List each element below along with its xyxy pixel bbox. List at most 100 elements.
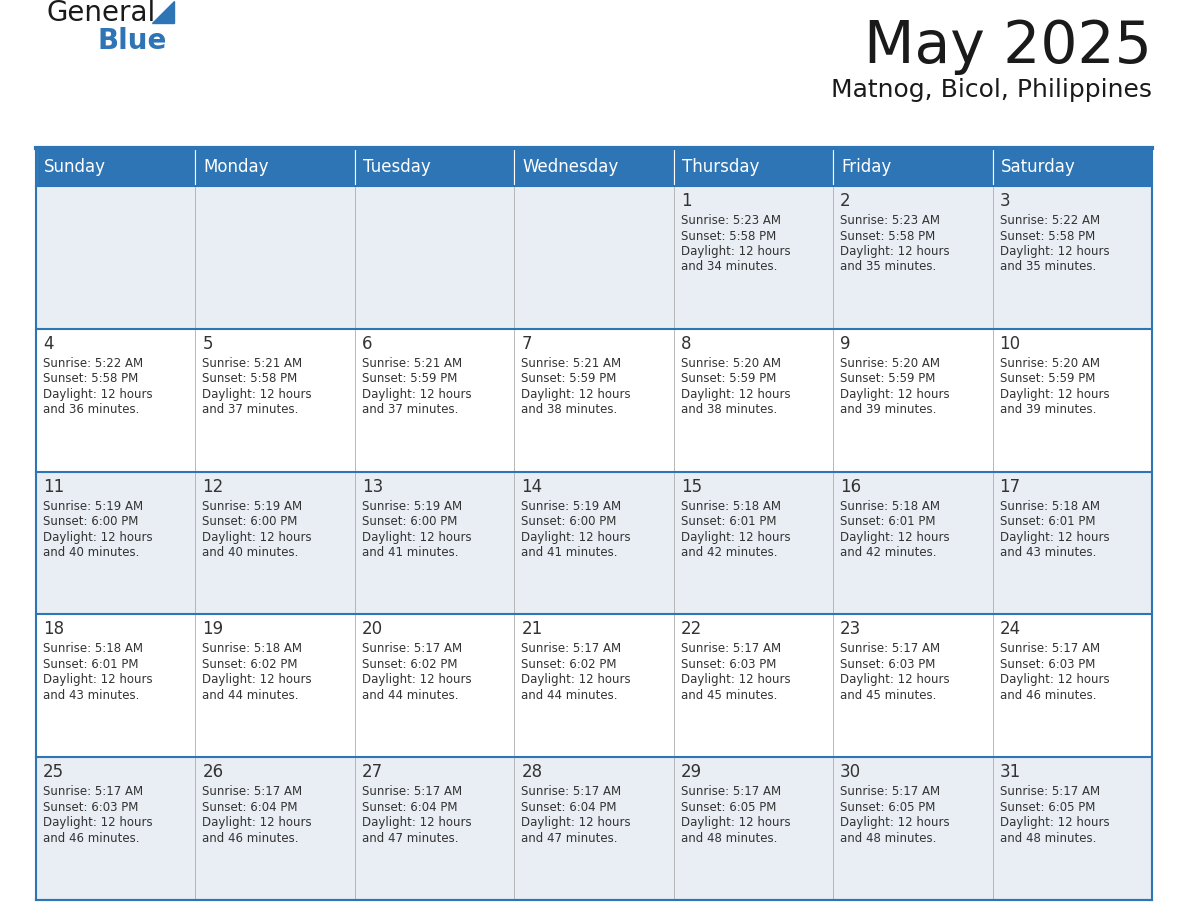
Text: 16: 16	[840, 477, 861, 496]
Text: Daylight: 12 hours: Daylight: 12 hours	[840, 387, 949, 401]
Text: 15: 15	[681, 477, 702, 496]
Text: and 38 minutes.: and 38 minutes.	[522, 403, 618, 416]
Text: Daylight: 12 hours: Daylight: 12 hours	[681, 816, 790, 829]
Text: and 39 minutes.: and 39 minutes.	[840, 403, 936, 416]
Text: 29: 29	[681, 763, 702, 781]
Bar	[674, 329, 833, 472]
Bar	[992, 472, 1152, 614]
Bar	[36, 757, 196, 900]
Text: Daylight: 12 hours: Daylight: 12 hours	[681, 674, 790, 687]
Bar	[674, 757, 833, 900]
Bar	[674, 614, 833, 757]
Text: 3: 3	[999, 192, 1010, 210]
Bar	[514, 757, 674, 900]
Text: 10: 10	[999, 335, 1020, 353]
Text: 13: 13	[362, 477, 383, 496]
Text: 19: 19	[202, 621, 223, 638]
Text: and 46 minutes.: and 46 minutes.	[43, 832, 139, 845]
Text: Sunset: 6:03 PM: Sunset: 6:03 PM	[999, 658, 1095, 671]
Text: Daylight: 12 hours: Daylight: 12 hours	[840, 674, 949, 687]
Text: Sunset: 6:04 PM: Sunset: 6:04 PM	[522, 800, 617, 813]
Text: Sunset: 5:58 PM: Sunset: 5:58 PM	[43, 373, 138, 386]
Bar	[36, 614, 196, 757]
Text: Daylight: 12 hours: Daylight: 12 hours	[202, 387, 312, 401]
Text: 12: 12	[202, 477, 223, 496]
Bar	[355, 329, 514, 472]
Text: and 45 minutes.: and 45 minutes.	[840, 688, 936, 702]
Text: Thursday: Thursday	[682, 158, 759, 176]
Bar	[355, 148, 514, 186]
Text: and 43 minutes.: and 43 minutes.	[999, 546, 1097, 559]
Text: Daylight: 12 hours: Daylight: 12 hours	[840, 245, 949, 258]
Text: Sunset: 5:58 PM: Sunset: 5:58 PM	[202, 373, 298, 386]
Text: Sunset: 6:05 PM: Sunset: 6:05 PM	[681, 800, 776, 813]
Text: 1: 1	[681, 192, 691, 210]
Text: Daylight: 12 hours: Daylight: 12 hours	[999, 816, 1110, 829]
Text: Sunrise: 5:22 AM: Sunrise: 5:22 AM	[999, 214, 1100, 227]
Bar	[833, 614, 992, 757]
Text: Sunrise: 5:18 AM: Sunrise: 5:18 AM	[43, 643, 143, 655]
Text: 17: 17	[999, 477, 1020, 496]
Text: Sunrise: 5:23 AM: Sunrise: 5:23 AM	[840, 214, 940, 227]
Bar	[196, 329, 355, 472]
Text: Daylight: 12 hours: Daylight: 12 hours	[202, 674, 312, 687]
Text: Daylight: 12 hours: Daylight: 12 hours	[840, 531, 949, 543]
Text: 4: 4	[43, 335, 53, 353]
Text: Sunrise: 5:17 AM: Sunrise: 5:17 AM	[840, 643, 940, 655]
Text: Daylight: 12 hours: Daylight: 12 hours	[43, 387, 152, 401]
Bar	[674, 186, 833, 329]
Text: 22: 22	[681, 621, 702, 638]
Text: Daylight: 12 hours: Daylight: 12 hours	[362, 816, 472, 829]
Text: Sunset: 5:59 PM: Sunset: 5:59 PM	[522, 373, 617, 386]
Text: Matnog, Bicol, Philippines: Matnog, Bicol, Philippines	[830, 78, 1152, 102]
Text: Sunrise: 5:17 AM: Sunrise: 5:17 AM	[522, 785, 621, 798]
Text: Daylight: 12 hours: Daylight: 12 hours	[43, 674, 152, 687]
Text: Sunrise: 5:19 AM: Sunrise: 5:19 AM	[43, 499, 143, 512]
Text: 2: 2	[840, 192, 851, 210]
Text: Sunset: 5:58 PM: Sunset: 5:58 PM	[681, 230, 776, 242]
Text: 23: 23	[840, 621, 861, 638]
Text: Daylight: 12 hours: Daylight: 12 hours	[999, 674, 1110, 687]
Bar	[514, 472, 674, 614]
Text: Sunrise: 5:18 AM: Sunrise: 5:18 AM	[202, 643, 303, 655]
Text: Daylight: 12 hours: Daylight: 12 hours	[202, 816, 312, 829]
Text: and 35 minutes.: and 35 minutes.	[999, 261, 1095, 274]
Text: and 39 minutes.: and 39 minutes.	[999, 403, 1097, 416]
Text: Sunset: 6:01 PM: Sunset: 6:01 PM	[681, 515, 776, 528]
Text: Sunrise: 5:17 AM: Sunrise: 5:17 AM	[681, 643, 781, 655]
Text: and 37 minutes.: and 37 minutes.	[202, 403, 299, 416]
Text: Sunset: 6:01 PM: Sunset: 6:01 PM	[840, 515, 936, 528]
Text: and 37 minutes.: and 37 minutes.	[362, 403, 459, 416]
Text: 27: 27	[362, 763, 383, 781]
Bar	[514, 148, 674, 186]
Text: and 44 minutes.: and 44 minutes.	[362, 688, 459, 702]
Bar	[355, 472, 514, 614]
Bar	[514, 186, 674, 329]
Text: 6: 6	[362, 335, 372, 353]
Text: Sunset: 6:02 PM: Sunset: 6:02 PM	[202, 658, 298, 671]
Text: 20: 20	[362, 621, 383, 638]
Text: Sunrise: 5:17 AM: Sunrise: 5:17 AM	[43, 785, 143, 798]
Text: Sunrise: 5:21 AM: Sunrise: 5:21 AM	[202, 357, 303, 370]
Bar	[674, 148, 833, 186]
Text: and 45 minutes.: and 45 minutes.	[681, 688, 777, 702]
Text: Sunrise: 5:19 AM: Sunrise: 5:19 AM	[202, 499, 303, 512]
Text: and 47 minutes.: and 47 minutes.	[362, 832, 459, 845]
Bar	[992, 186, 1152, 329]
Text: 8: 8	[681, 335, 691, 353]
Bar	[196, 148, 355, 186]
Text: 9: 9	[840, 335, 851, 353]
Text: and 43 minutes.: and 43 minutes.	[43, 688, 139, 702]
Bar	[36, 329, 196, 472]
Text: Sunset: 6:02 PM: Sunset: 6:02 PM	[522, 658, 617, 671]
Text: and 35 minutes.: and 35 minutes.	[840, 261, 936, 274]
Text: 25: 25	[43, 763, 64, 781]
Text: Sunday: Sunday	[44, 158, 106, 176]
Text: Sunrise: 5:22 AM: Sunrise: 5:22 AM	[43, 357, 143, 370]
Text: Sunset: 6:03 PM: Sunset: 6:03 PM	[681, 658, 776, 671]
Polygon shape	[152, 1, 173, 23]
Text: Sunset: 6:00 PM: Sunset: 6:00 PM	[202, 515, 298, 528]
Text: Daylight: 12 hours: Daylight: 12 hours	[43, 531, 152, 543]
Text: and 40 minutes.: and 40 minutes.	[202, 546, 299, 559]
Text: Daylight: 12 hours: Daylight: 12 hours	[362, 674, 472, 687]
